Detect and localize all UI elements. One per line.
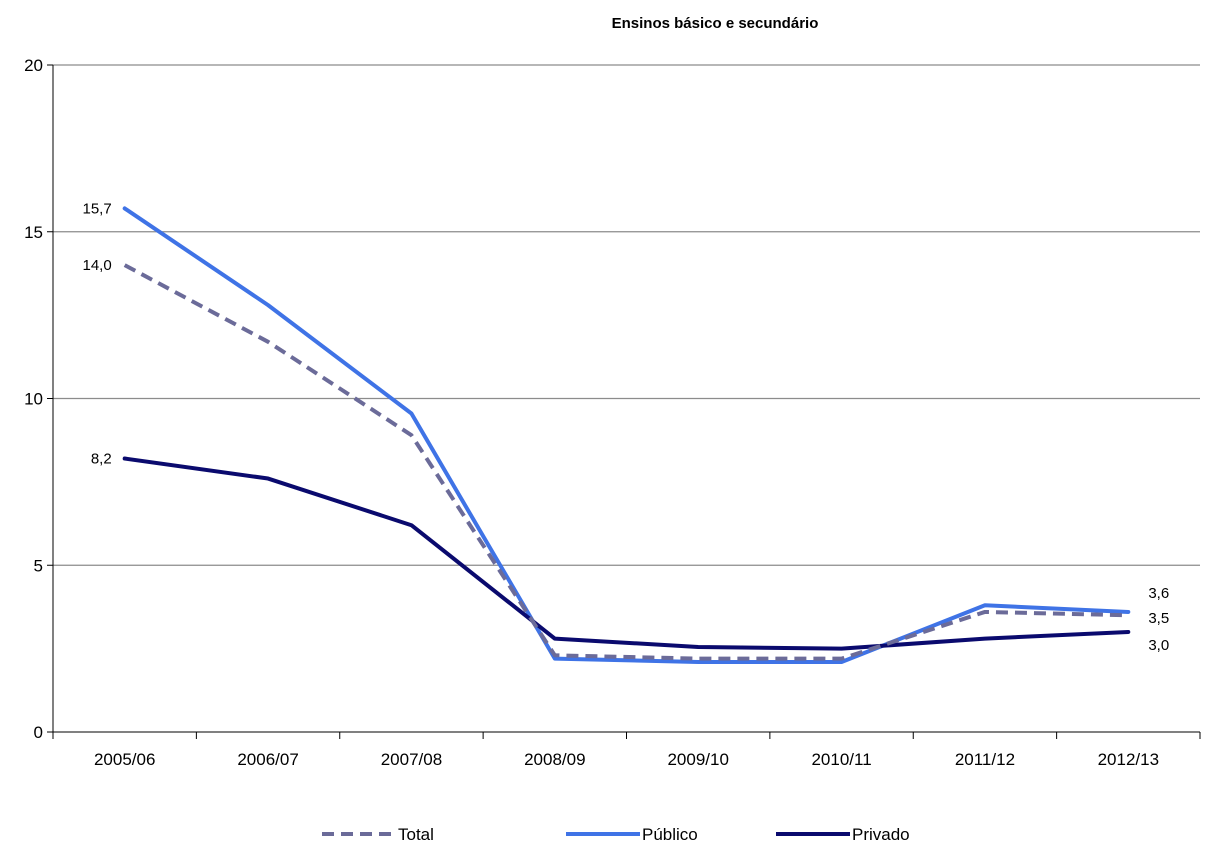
data-label-first-total: 14,0 (82, 257, 111, 274)
x-tick-label-2007/08: 2007/08 (381, 750, 442, 769)
gridlines (53, 64, 1200, 566)
legend-label-total: Total (398, 825, 434, 844)
x-tick-label-2010/11: 2010/11 (811, 750, 871, 769)
x-tick-label-2011/12: 2011/12 (955, 750, 1015, 769)
x-tick-label-2006/07: 2006/07 (237, 750, 298, 769)
x-tick-label-2012/13: 2012/13 (1098, 750, 1159, 769)
data-label-first-público: 15,7 (82, 200, 111, 217)
y-tick-label-20: 20 (24, 56, 43, 75)
legend-label-público: Público (642, 825, 698, 844)
data-label-last-total: 3,5 (1148, 610, 1169, 627)
legend-label-privado: Privado (852, 825, 910, 844)
data-label-last-privado: 3,0 (1148, 637, 1169, 654)
series-line-privado (122, 456, 1131, 651)
series-line-público (122, 206, 1131, 664)
series-line-total (123, 263, 1129, 661)
series-lines (122, 206, 1131, 664)
legend: Total Público Privado (322, 825, 910, 844)
x-tick-label-2005/06: 2005/06 (94, 750, 155, 769)
y-tick-label-0: 0 (34, 723, 43, 742)
y-tick-label-15: 15 (24, 223, 43, 242)
x-tick-labels: 2005/06 2006/07 2007/08 2008/09 2009/10 2010/… (94, 750, 1159, 769)
data-label-first-privado: 8,2 (91, 451, 112, 468)
data-labels: 14,0 15,7 8,2 3,6 3,5 3,0 (82, 200, 1169, 654)
y-tick-label-10: 10 (24, 390, 43, 409)
data-label-last-público: 3,6 (1148, 585, 1169, 602)
x-tick-label-2009/10: 2009/10 (667, 750, 728, 769)
x-tick-label-2008/09: 2008/09 (524, 750, 585, 769)
y-tick-label-5: 5 (34, 556, 43, 575)
axes (47, 64, 1201, 739)
chart-title: Ensinos básico e secundário (612, 15, 819, 32)
y-tick-labels: 0 5 10 15 20 (24, 56, 43, 742)
